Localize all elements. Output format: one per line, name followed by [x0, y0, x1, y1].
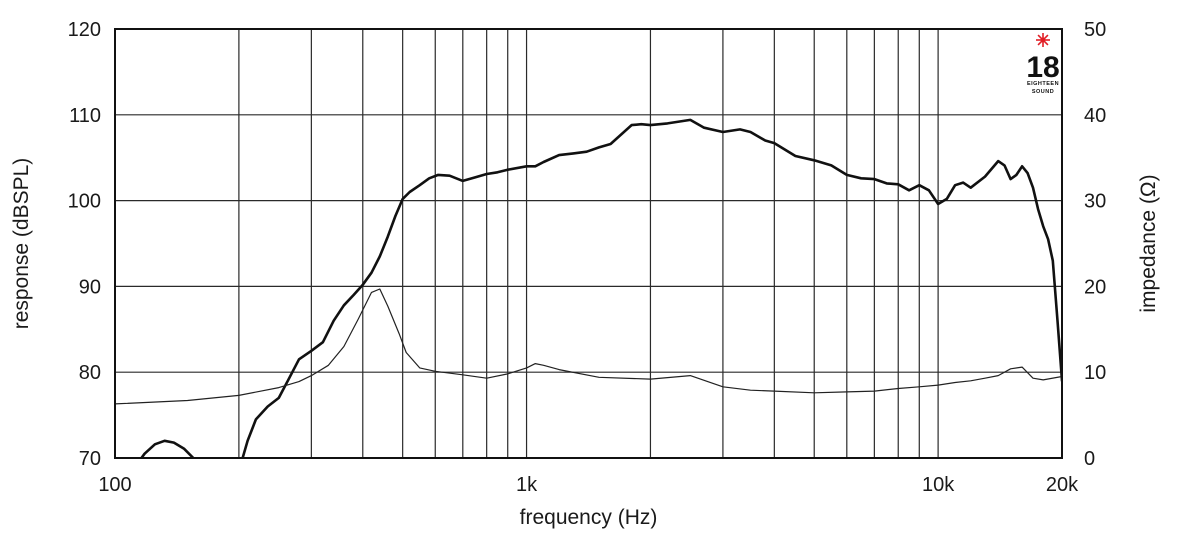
y-tick-label: 110	[69, 105, 101, 127]
x-axis-title: frequency (Hz)	[520, 506, 658, 529]
x-tick-label: 20k	[1046, 474, 1079, 496]
logo-text-top: EIGHTEEN	[1027, 81, 1059, 87]
y2-tick-label: 40	[1084, 105, 1106, 127]
plot-frame	[114, 28, 1063, 459]
x-tick-label: 100	[98, 474, 131, 496]
y2-tick-label: 0	[1084, 448, 1095, 470]
y-tick-label: 80	[79, 362, 101, 384]
x-tick-label: 10k	[922, 474, 955, 496]
y-tick-label: 70	[79, 448, 101, 470]
y2-tick-label: 50	[1084, 19, 1106, 41]
brand-logo: 18 EIGHTEEN SOUND	[1026, 33, 1060, 95]
y-tick-label: 90	[79, 276, 101, 298]
star-center	[1040, 37, 1046, 43]
x-tick-label: 1k	[516, 474, 538, 496]
y2-axis-title: impedance (Ω)	[1137, 174, 1160, 312]
y-tick-labels: 70 80 90 100 110 120	[68, 19, 101, 470]
response-series-line	[139, 118, 1062, 458]
logo-text-bottom: SOUND	[1032, 89, 1054, 95]
y2-tick-label: 20	[1084, 276, 1106, 298]
grid	[115, 29, 1062, 458]
star-icon	[1036, 33, 1050, 47]
logo-number: 18	[1026, 51, 1059, 84]
y2-tick-labels: 0 10 20 30 40 50	[1084, 19, 1106, 470]
y-tick-label: 100	[68, 191, 101, 213]
y-tick-label: 120	[68, 19, 101, 41]
y2-tick-label: 30	[1084, 191, 1106, 213]
x-tick-labels: 100 1k 10k 20k	[98, 474, 1079, 496]
impedance-series-line	[115, 288, 1062, 405]
series-group	[115, 118, 1062, 458]
y2-tick-label: 10	[1084, 362, 1106, 384]
y-axis-title: response (dBSPL)	[10, 158, 33, 330]
